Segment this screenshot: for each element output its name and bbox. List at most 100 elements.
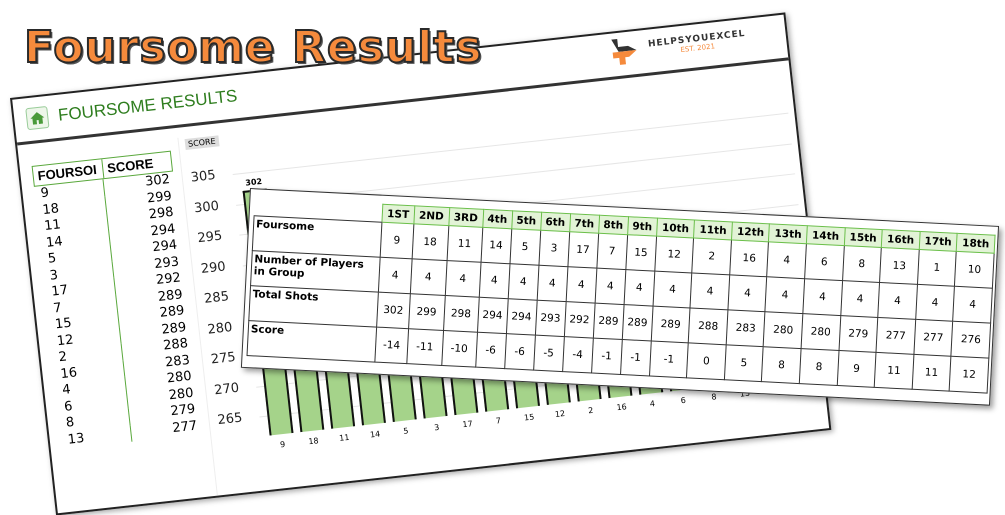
category-label: 3 [433,422,440,433]
column-header: 18th [956,233,996,254]
column-header: 8th [598,215,629,235]
category-label: 7 [495,416,502,426]
column-header: 10th [656,218,695,239]
column-header: 9th [627,216,658,237]
logo: HELPSYOUEXCEL EST. 2021 [609,23,747,68]
table-cell: 15 [625,234,657,272]
table-cell: 2 [692,238,732,275]
bar-value-label: 302 [244,177,263,188]
table-cell: 4 [690,272,730,310]
table-cell: 4 [623,269,655,307]
results-table-card: 1ST 2ND 3RD 4th 5th 6th 7th 8th 9th 10th 11th 12th 1… [240,188,1000,406]
table-cell: 9 [836,350,877,388]
column-header: 16th [881,229,920,250]
category-label: 12 [554,409,566,420]
table-cell: 292 [564,301,595,339]
table-cell: 11 [446,225,483,263]
table-cell: 294 [477,297,508,334]
y-tick-label: 305 [190,167,217,186]
table-cell: 4 [727,274,768,312]
table-cell: 6 [804,243,844,281]
table-cell: -5 [533,335,565,372]
table-cell: 9 [380,222,414,259]
y-tick-label: 295 [196,228,224,247]
table-cell: 14 [480,227,512,264]
table-cell: 280 [763,311,803,349]
category-label: 5 [402,426,409,436]
category-label: 8 [711,392,718,402]
table-cell: 293 [535,300,566,337]
table-cell: 289 [622,304,653,341]
y-tick-label: 300 [193,198,220,216]
gridline [232,112,789,176]
table-cell: 17 [567,231,599,269]
chart-field-label: SCORE [184,135,220,151]
table-cell: 8 [799,348,839,386]
logo-icon [611,39,637,65]
column-header: 2ND [413,205,450,226]
table-cell: 4 [802,278,843,316]
table-cell: 4 [565,266,597,304]
table-cell: 4 [765,276,805,314]
table-cell: 11 [874,352,914,390]
page-title: FOURSOME RESULTS [57,86,239,125]
table-cell: 283 [726,309,766,347]
table-cell: 5 [509,228,541,266]
table-cell: 4 [507,263,539,301]
table-cell: -1 [620,339,652,376]
table-cell: -4 [562,336,594,374]
table-cell: 16 [729,239,769,277]
table-cell: 289 [593,303,624,340]
column-header: 13th [768,223,808,244]
column-header: 1ST [381,204,415,224]
column-header: 17th [918,231,958,252]
table-cell: 4 [915,284,955,322]
table-cell: 299 [408,293,445,331]
table-cell: 3 [538,230,570,267]
category-label: 16 [616,402,628,413]
dashboard-header: FOURSOME RESULTS HELPSYOUEXCEL EST. 2021 [12,14,789,146]
column-header: 6th [540,212,571,232]
table-cell: 294 [506,298,537,336]
y-tick-label: 285 [203,289,230,307]
category-label: 11 [338,432,350,443]
table-cell: -14 [374,327,409,364]
results-table: 1ST 2ND 3RD 4th 5th 6th 7th 8th 9th 10th 11th 12th 1… [246,197,996,394]
table-cell: 280 [801,313,841,351]
table-cell: 4 [378,257,412,294]
table-cell: 7 [596,233,628,270]
table-cell: 11 [911,354,952,392]
category-label: 6 [680,395,687,406]
table-cell: -6 [504,333,536,371]
table-cell: 276 [951,321,991,359]
y-tick-label: 270 [213,380,240,398]
table-cell: 4 [840,280,880,318]
home-button[interactable] [25,105,50,131]
table-cell: -1 [591,338,623,375]
table-cell: 277 [913,319,953,357]
column-header: 14th [806,225,845,246]
table-cell: 288 [688,307,728,345]
table-cell: 4 [409,258,447,296]
table-cell: 302 [376,292,410,329]
table-cell: 8 [842,245,882,283]
table-cell: 10 [954,251,995,289]
foursome-score-list: FOURSOI SCORE 9 302 18 299 11 298 14 294 5 294 3 29… [31,150,202,450]
table-cell: 18 [411,223,449,261]
table-cell: 12 [949,356,989,394]
column-header: 3RD [448,207,484,228]
column-header: 11th [693,220,733,240]
table-cell: 1 [917,249,957,287]
y-tick-label: 265 [216,410,244,429]
table-cell: 4 [877,282,918,320]
table-cell: 13 [879,247,919,285]
dashboard-panel: FOURSOME RESULTS HELPSYOUEXCEL EST. 2021 … [10,12,832,515]
y-tick-label: 290 [200,258,227,277]
table-cell: -1 [649,340,689,378]
column-header: 7th [569,213,600,234]
table-cell: -6 [475,332,507,369]
table-cell: 0 [686,342,727,380]
table-cell: 8 [761,346,802,384]
table-cell: 4 [536,265,568,302]
table-cell: 4 [952,286,993,324]
